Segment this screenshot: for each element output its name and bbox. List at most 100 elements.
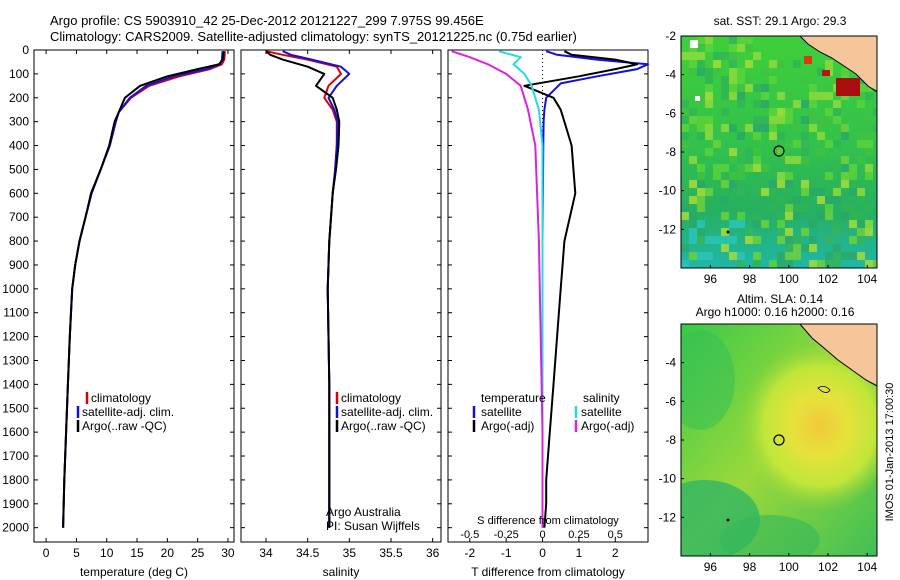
sst-cell	[825, 116, 833, 124]
sst-cell	[705, 252, 713, 260]
sst-cell	[801, 180, 809, 188]
sst-cell	[785, 252, 793, 260]
legend-label-argo: Argo(..raw -QC)	[82, 419, 167, 433]
sst-cell	[721, 92, 729, 100]
legend-label-argo: Argo(..raw -QC)	[341, 419, 426, 433]
sst-cell	[745, 84, 753, 92]
sst-cell	[825, 84, 833, 92]
sst-cell	[761, 116, 769, 124]
sla-anomaly-high	[708, 335, 877, 525]
sst-cell	[721, 244, 729, 252]
sst-cell	[705, 84, 713, 92]
legend-label-satellite: satellite-adj. clim.	[341, 405, 433, 419]
title-line-1: Argo profile: CS 5903910_42 25-Dec-2012 …	[50, 13, 484, 28]
series-line	[62, 51, 225, 528]
sst-cell	[841, 132, 849, 140]
sst-cell	[753, 84, 761, 92]
sst-cell	[745, 156, 753, 164]
sst-cell	[833, 244, 841, 252]
profile-location-marker	[773, 434, 785, 446]
series-line	[541, 50, 649, 528]
sst-cell	[777, 172, 785, 180]
sst-cell	[833, 100, 841, 108]
sst-cell	[697, 44, 705, 52]
sst-cell	[785, 92, 793, 100]
x-tick-label-s: -0.25	[494, 529, 519, 541]
sst-cell	[721, 76, 729, 84]
sst-cell	[729, 252, 737, 260]
sst-cell	[785, 116, 793, 124]
sst-cell	[761, 220, 769, 228]
y-tick-label: 800	[9, 234, 29, 248]
difference-panel-frame	[447, 49, 649, 543]
credit-line-1: Argo Australia	[326, 505, 401, 519]
sst-cell	[689, 156, 697, 164]
sst-cell	[697, 172, 705, 180]
depth-axis: 0 100 200 300 400 500 600 700 800 900 1000 1100 1200…	[2, 43, 648, 535]
sst-cell	[697, 100, 705, 108]
sst-cell	[801, 228, 809, 236]
sst-cell	[689, 52, 697, 60]
sst-cell	[729, 52, 737, 60]
sst-cell	[809, 100, 817, 108]
x-tick-label-t: 1	[576, 546, 583, 560]
series-line	[62, 51, 226, 528]
sst-cell	[753, 52, 761, 60]
sst-cell	[865, 92, 873, 100]
map-y-tick-label: -8	[665, 145, 676, 159]
sst-cell	[857, 156, 865, 164]
sst-cell	[785, 228, 793, 236]
x-tick-label: 34	[259, 546, 273, 560]
sst-cell	[737, 188, 745, 196]
sst-cell	[689, 228, 697, 236]
sst-cell	[785, 156, 793, 164]
x-tick-label: 35.5	[379, 546, 403, 560]
sst-cell	[785, 212, 793, 220]
sst-cell	[697, 60, 705, 68]
sst-cell	[689, 212, 697, 220]
sst-cell	[769, 116, 777, 124]
sst-cell	[721, 228, 729, 236]
y-tick-label: 1000	[2, 282, 29, 296]
sst-cell	[857, 212, 865, 220]
x-tick-label: 0	[43, 546, 50, 560]
sst-cell	[697, 132, 705, 140]
sst-cell	[833, 252, 841, 260]
sst-cell	[825, 60, 833, 68]
sla-map-axes: 96 98 100 102 104 -4 -6 -8 -10 -12	[659, 356, 878, 574]
sst-cell	[681, 204, 689, 212]
sst-cell	[865, 148, 873, 156]
sst-cell	[681, 212, 689, 220]
sst-cell	[761, 84, 769, 92]
sst-cell	[857, 76, 865, 84]
sst-cell	[697, 68, 705, 76]
sst-cell	[865, 228, 873, 236]
sst-cell	[697, 228, 705, 236]
sst-cell	[769, 188, 777, 196]
sst-cell	[697, 124, 705, 132]
sst-cell	[769, 108, 777, 116]
legend-label-sal-satellite: satellite	[581, 405, 622, 419]
sst-cell	[857, 180, 865, 188]
sst-cell	[689, 68, 697, 76]
x-tick-label: 30	[221, 546, 235, 560]
sst-cell	[745, 164, 753, 172]
sst-cell	[857, 236, 865, 244]
sst-map-axes: 96 98 100 102 104 -2 -4 -6 -8 -10 -12	[659, 29, 878, 286]
sst-cell	[705, 148, 713, 156]
sst-cell	[745, 228, 753, 236]
y-tick-label: 1900	[2, 497, 29, 511]
sst-cell	[833, 220, 841, 228]
difference-xlabel: T difference from climatology	[471, 565, 625, 579]
profile-location-marker	[773, 145, 785, 157]
sst-cell	[681, 124, 689, 132]
sst-cell	[681, 92, 689, 100]
sst-cell	[753, 124, 761, 132]
x-tick-label-s: 0.25	[568, 529, 589, 541]
sst-cell	[825, 260, 833, 268]
sst-cell	[737, 220, 745, 228]
map-x-tick-label: 96	[704, 560, 718, 574]
island-outline	[817, 386, 831, 393]
map-x-tick-label: 104	[857, 272, 877, 286]
sst-cell	[809, 180, 817, 188]
